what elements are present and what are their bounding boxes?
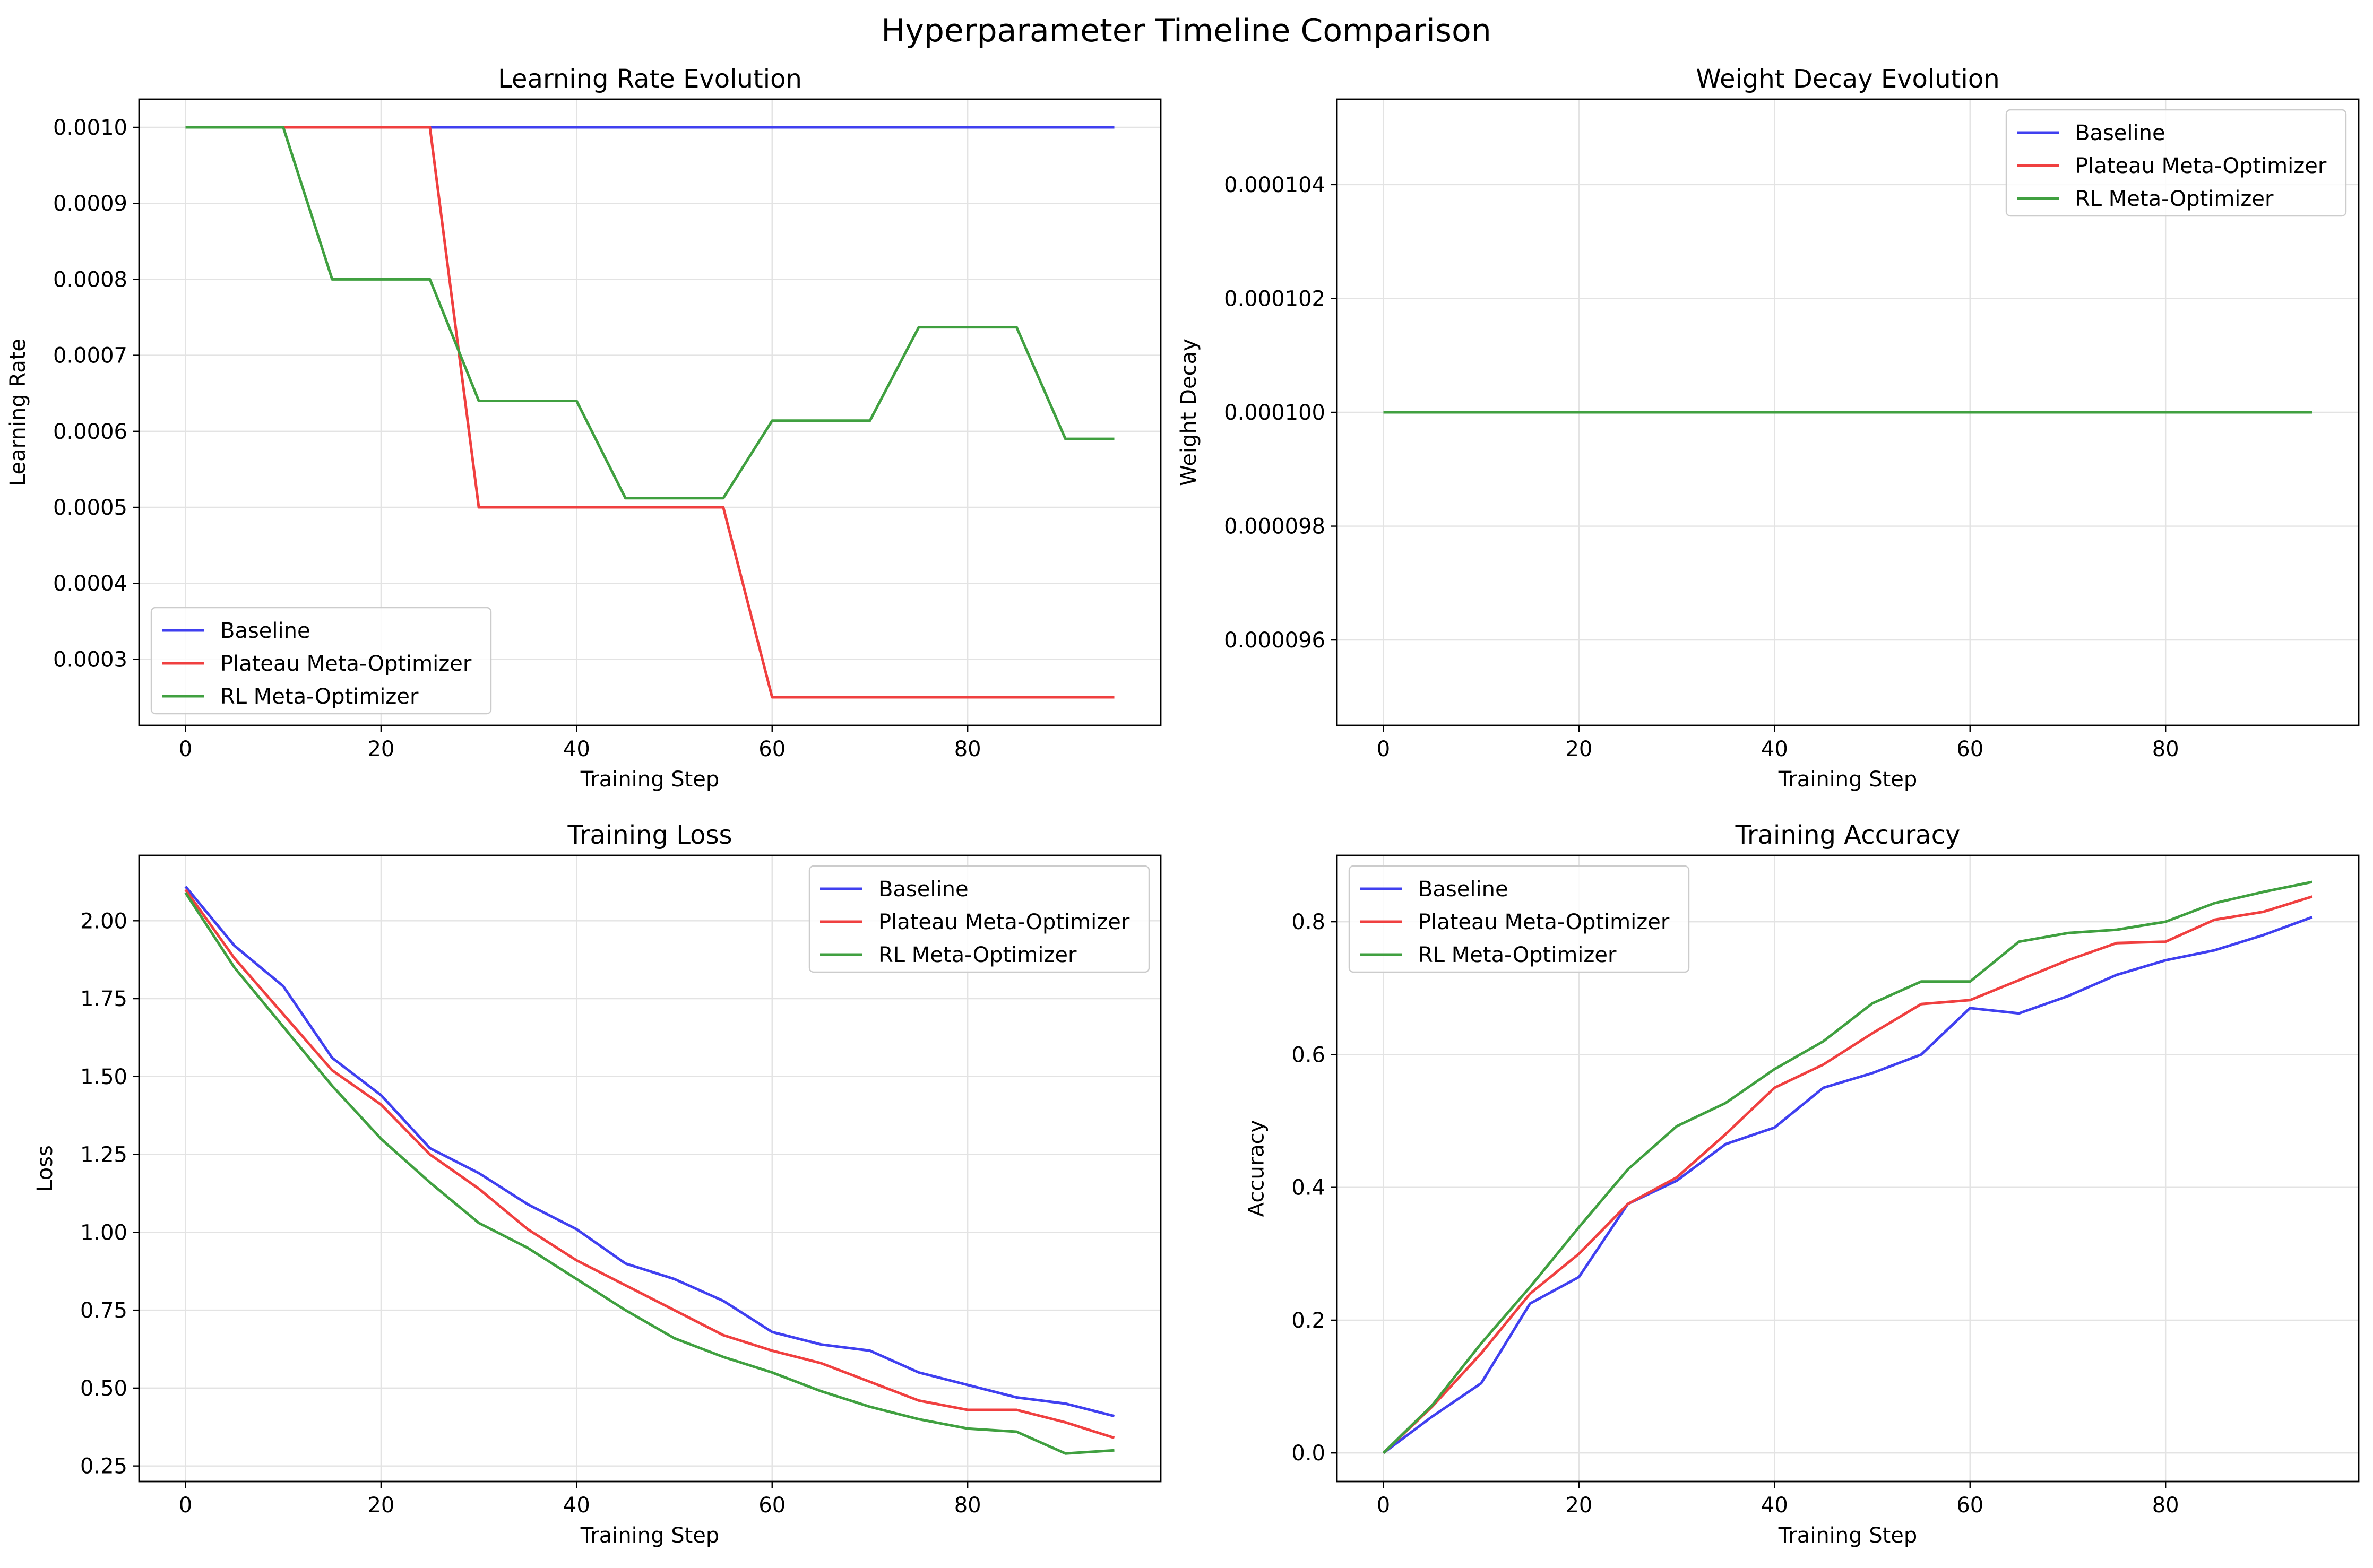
axes-frame <box>138 98 1162 726</box>
legend-label: Baseline <box>220 619 310 643</box>
y-axis-label: Weight Decay <box>1177 339 1201 486</box>
y-tick-label: 0.25 <box>80 1454 127 1479</box>
x-tick-label: 80 <box>954 737 981 761</box>
y-tick-label: 0.6 <box>1291 1043 1325 1067</box>
series-layer <box>1382 880 2313 1454</box>
x-tick-label: 20 <box>1565 737 1592 761</box>
series-line-plateau <box>185 126 1115 699</box>
y-tick-label: 0.2 <box>1291 1309 1325 1333</box>
x-axis-label: Training Step <box>1778 767 1918 792</box>
series-line-rl <box>185 126 1115 500</box>
legend-label: RL Meta-Optimizer <box>878 943 1077 967</box>
legend: Baseline Plateau Meta-Optimizer RL Meta-Op… <box>150 607 492 715</box>
y-tick-label: 0.0003 <box>53 647 127 672</box>
y-axis-label: Learning Rate <box>6 339 30 486</box>
x-tick-label: 20 <box>367 1493 394 1518</box>
y-tick-label: 0.000098 <box>1224 515 1325 539</box>
y-tick-label: 0.8 <box>1291 910 1325 934</box>
legend-box <box>2005 109 2347 217</box>
figure-suptitle: Hyperparameter Timeline Comparison <box>881 12 1491 49</box>
y-axis-label: Loss <box>33 1145 57 1192</box>
x-tick-label: 40 <box>1761 1493 1788 1518</box>
x-axis-label: Training Step <box>580 1523 720 1548</box>
series-line-plateau <box>1382 895 2313 1454</box>
y-tick-label: 0.0010 <box>53 116 127 140</box>
series-line-baseline <box>184 886 1115 1418</box>
y-tick-label: 0.50 <box>80 1376 127 1401</box>
series-line-rl <box>184 892 1115 1455</box>
x-tick-label: 0 <box>1377 1493 1390 1518</box>
legend-label: Plateau Meta-Optimizer <box>878 910 1130 934</box>
legend-label: RL Meta-Optimizer <box>220 685 419 709</box>
axes-frame <box>1336 854 2360 1483</box>
x-tick-label: 20 <box>367 737 394 761</box>
x-axis-label: Training Step <box>580 767 720 792</box>
y-tick-label: 1.00 <box>80 1220 127 1245</box>
chart-panel-1: 0 20 40 60 80 0.0003 0.0004 0.0005 0.0006 0.0007 0… <box>6 64 1162 792</box>
x-tick-label: 80 <box>2152 737 2179 761</box>
legend-box <box>1348 865 1690 973</box>
y-tick-label: 0.4 <box>1291 1176 1325 1200</box>
chart-title: Learning Rate Evolution <box>498 64 802 94</box>
x-tick-label: 20 <box>1565 1493 1592 1518</box>
legend-label: RL Meta-Optimizer <box>1418 943 1617 967</box>
legend-label: Baseline <box>878 877 969 902</box>
x-tick-label: 60 <box>758 737 786 761</box>
x-tick-label: 40 <box>563 1493 590 1518</box>
legend-box <box>150 607 492 715</box>
y-tick-label: 0.000100 <box>1224 401 1325 425</box>
legend-label: Plateau Meta-Optimizer <box>2075 154 2327 178</box>
series-line-baseline <box>1383 916 2313 1454</box>
x-tick-label: 40 <box>563 737 590 761</box>
series-layer <box>185 126 1115 699</box>
y-axis-label: Accuracy <box>1245 1120 1269 1217</box>
legend: Baseline Plateau Meta-Optimizer RL Meta-Op… <box>2005 109 2347 217</box>
chart-title: Training Loss <box>567 820 732 850</box>
legend-label: RL Meta-Optimizer <box>2075 187 2274 211</box>
y-tick-label: 1.50 <box>80 1065 127 1089</box>
series-layer <box>184 886 1115 1455</box>
x-tick-label: 80 <box>954 1493 981 1518</box>
legend: Baseline Plateau Meta-Optimizer RL Meta-Op… <box>1348 865 1690 973</box>
y-tick-label: 0.0004 <box>53 571 127 596</box>
x-tick-label: 40 <box>1761 737 1788 761</box>
y-tick-label: 0.0 <box>1291 1441 1325 1466</box>
chart-panel-3: 0 20 40 60 80 0.25 0.50 0.75 1.00 1.25 1.50 1.75 2.0… <box>33 820 1162 1548</box>
series-line-rl <box>1382 880 2312 1454</box>
y-tick-label: 0.0005 <box>53 496 127 520</box>
y-tick-label: 1.25 <box>80 1143 127 1167</box>
y-tick-label: 0.000102 <box>1224 287 1325 311</box>
chart-title: Weight Decay Evolution <box>1696 64 1999 94</box>
y-tick-label: 0.000096 <box>1224 628 1325 653</box>
x-tick-label: 0 <box>1377 737 1390 761</box>
x-axis-label: Training Step <box>1778 1523 1918 1548</box>
x-tick-label: 60 <box>1956 1493 1983 1518</box>
chart-title: Training Accuracy <box>1735 820 1961 850</box>
x-tick-label: 80 <box>2152 1493 2179 1518</box>
x-tick-label: 0 <box>179 737 192 761</box>
legend-label: Baseline <box>1418 877 1508 902</box>
y-tick-label: 1.75 <box>80 987 127 1011</box>
y-tick-label: 0.0009 <box>53 192 127 216</box>
y-tick-label: 0.0007 <box>53 344 127 368</box>
x-tick-label: 60 <box>1956 737 1983 761</box>
x-tick-label: 60 <box>758 1493 786 1518</box>
chart-grid: 0 20 40 60 80 0.0003 0.0004 0.0005 0.0006 0.0007 0… <box>6 64 2360 1548</box>
y-tick-label: 2.00 <box>80 909 127 933</box>
legend-label: Plateau Meta-Optimizer <box>220 652 472 676</box>
axes-frame <box>138 854 1162 1483</box>
y-tick-label: 0.000104 <box>1224 173 1325 197</box>
legend: Baseline Plateau Meta-Optimizer RL Meta-Op… <box>808 865 1150 973</box>
chart-panel-4: 0 20 40 60 80 0.0 0.2 0.4 0.6 0.8 Training Accurac… <box>1245 820 2360 1548</box>
y-tick-label: 0.75 <box>80 1298 127 1323</box>
y-tick-label: 0.0008 <box>53 267 127 292</box>
legend-label: Plateau Meta-Optimizer <box>1418 910 1670 934</box>
legend-box <box>808 865 1150 973</box>
x-tick-label: 0 <box>179 1493 192 1518</box>
series-line-plateau <box>184 889 1115 1440</box>
legend-label: Baseline <box>2075 121 2165 145</box>
y-tick-label: 0.0006 <box>53 420 127 444</box>
chart-panel-2: 0 20 40 60 80 0.000096 0.000098 0.000100 0.00010… <box>1177 64 2360 792</box>
